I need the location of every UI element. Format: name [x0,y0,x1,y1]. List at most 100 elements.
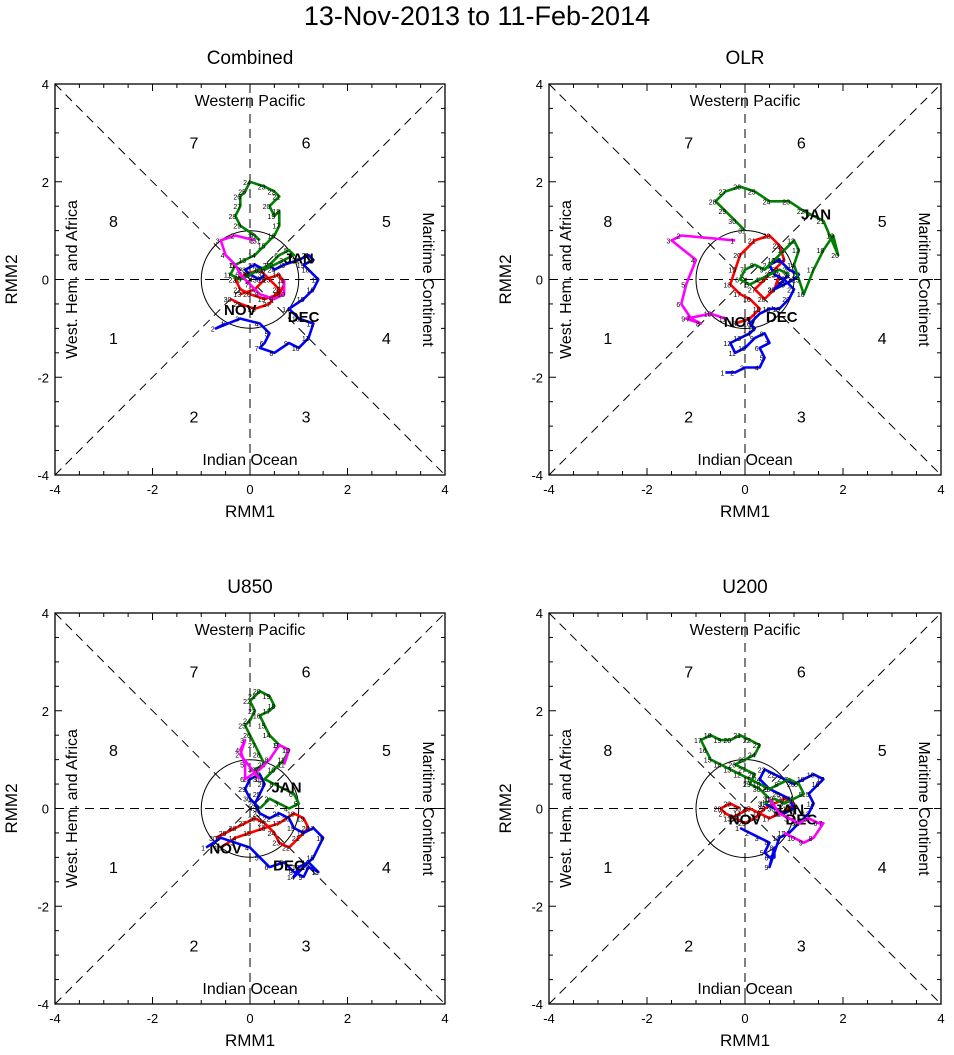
day-label: 2 [211,326,215,333]
day-label: 31 [258,273,266,280]
day-label: 18 [297,831,305,838]
day-label: 7 [784,777,788,784]
day-label: 23 [258,185,266,192]
day-label: 4 [289,253,293,260]
day-label: 10 [704,312,712,319]
day-label: 23 [277,263,285,270]
region-label-right: Maritime Continent [419,212,436,347]
month-label: JAN [272,780,302,797]
day-label: 6 [235,273,239,280]
day-label: 5 [230,263,234,270]
series-dec: 1234567891011121314151617181920212223242… [201,772,325,882]
day-label: 16 [306,287,314,294]
day-label: 22 [282,846,290,853]
day-label: 28 [709,199,717,206]
day-label: 10 [787,836,795,843]
x-tick-label: 0 [246,482,253,497]
day-label: 20 [253,689,261,696]
day-label: 11 [729,351,736,358]
phase-label-2: 2 [684,409,693,426]
day-label: 6 [289,792,293,799]
day-label: 28 [243,777,251,784]
day-label: 30 [243,797,251,804]
day-label: 10 [292,346,300,353]
day-label: 9 [245,273,249,280]
day-label: 22 [263,816,271,823]
day-label: 12 [306,321,314,328]
x-tick-label: 4 [441,482,448,497]
day-label: 21 [748,238,756,245]
day-label: 10 [302,865,310,872]
day-label: 21 [272,194,280,201]
day-label: 30 [768,807,776,814]
day-label: 17 [311,278,319,285]
month-label: NOV [724,314,757,331]
day-label: 9 [299,875,303,882]
day-label: 14 [807,802,815,809]
y-tick-label: -2 [531,899,543,914]
day-label: 9 [269,297,273,304]
phase-label-4: 4 [382,331,391,348]
phase-label-1: 1 [603,331,612,348]
day-label: 12 [228,263,236,270]
day-label: 27 [748,287,756,294]
day-label: 27 [782,797,790,804]
day-label: 21 [787,287,795,294]
day-label: 19 [772,307,780,314]
day-label: 7 [265,263,269,270]
day-label: 18 [287,811,295,818]
day-label: 31 [253,777,261,784]
region-label-right: Maritime Continent [419,741,436,876]
day-label: 26 [728,816,736,823]
day-label: 18 [704,733,712,740]
day-label: 6 [814,821,818,828]
day-label: 9 [760,268,764,275]
day-label: 1 [735,826,739,833]
day-label: 7 [818,821,822,828]
series-jan: 1234567891011121314151617181920212223242… [238,689,301,813]
day-label: 6 [240,777,244,784]
day-label: 13 [292,865,300,872]
day-label: 22 [243,699,251,706]
day-label: 20 [782,297,790,304]
day-label: 29 [743,782,751,789]
day-label: 4 [691,258,695,265]
day-label: 1 [765,797,769,804]
y-tick-label: -4 [531,468,543,483]
x-tick-label: -4 [49,482,61,497]
day-label: 20 [302,826,310,833]
day-label: 3 [279,258,283,265]
day-label: 9 [681,317,685,324]
day-label: 10 [768,258,776,265]
day-label: 5 [804,816,808,823]
day-label: 21 [817,219,825,226]
day-label: 7 [255,346,259,353]
phase-label-4: 4 [382,860,391,877]
day-label: 23 [758,807,766,814]
day-label: 23 [248,709,256,716]
day-label: 6 [260,341,264,348]
day-label: 8 [750,263,754,270]
day-label: 17 [272,821,280,828]
day-label: 4 [255,321,259,328]
day-label: 1 [255,777,259,784]
day-label: 11 [778,248,785,255]
x-tick-label: -4 [49,1011,61,1026]
day-label: 3 [740,365,744,372]
day-label: 14 [714,763,722,770]
x-tick-label: 0 [246,1011,253,1026]
y-axis-label: RMM2 [2,254,21,304]
day-label: 12 [723,341,731,348]
day-label: 5 [799,792,803,799]
day-label: 13 [728,321,736,328]
day-label: 10 [772,836,780,843]
day-label: 1 [250,238,254,245]
x-axis-label: RMM1 [225,1031,275,1050]
region-label-left: West. Hem. and Africa [558,200,575,359]
month-label: NOV [209,841,242,858]
day-label: 21 [733,733,741,740]
day-label: 21 [777,797,785,804]
